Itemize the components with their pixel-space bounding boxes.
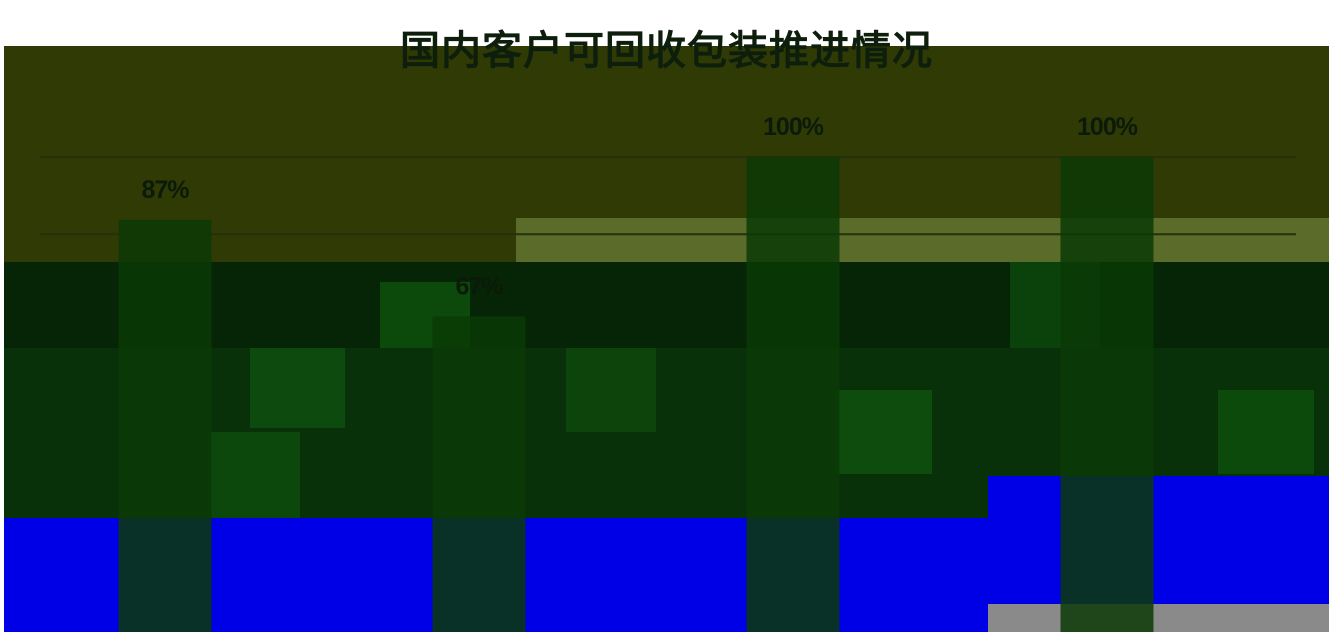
bar [746, 157, 840, 632]
green-patch-7 [1218, 390, 1314, 474]
green-patch-4 [836, 390, 932, 474]
bar [1060, 157, 1154, 632]
data-label: 100% [763, 113, 824, 141]
data-label: 100% [1077, 113, 1138, 141]
chart-title: 国内客户可回收包装推进情况 [400, 28, 933, 74]
data-label: 87% [141, 176, 189, 204]
green-patch-6 [208, 432, 300, 518]
bar [118, 219, 212, 632]
light-band-right [516, 218, 1329, 262]
gray-region [988, 604, 1329, 632]
bar [432, 316, 526, 632]
green-patch-3 [566, 348, 656, 432]
data-labels: 87% 67% 100% 100% [141, 113, 1138, 300]
green-patch-2 [250, 348, 345, 428]
data-label: 67% [455, 272, 503, 300]
bars [118, 157, 1154, 632]
